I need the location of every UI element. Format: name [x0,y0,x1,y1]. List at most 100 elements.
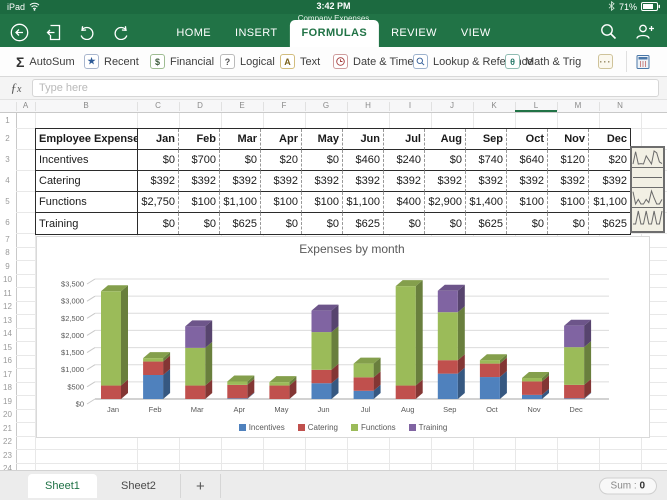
row-header-1[interactable]: 1 [5,115,10,125]
table-value-cell[interactable]: $0 [302,150,343,171]
month-header-cell[interactable]: Jun [343,129,384,150]
row-header-3[interactable]: 3 [5,154,10,164]
table-value-cell[interactable]: $392 [466,171,507,192]
sheet-tab-sheet2[interactable]: Sheet2 [121,480,156,492]
table-value-cell[interactable]: $0 [220,150,261,171]
month-header-cell[interactable]: Mar [220,129,261,150]
back-icon[interactable] [10,23,29,42]
sparkline-functions[interactable] [632,188,663,208]
table-value-cell[interactable]: $100 [261,192,302,213]
ribbon-more-functions[interactable]: ··· [598,47,613,76]
ribbon-item-autosum[interactable]: Σ AutoSum [16,53,75,70]
column-header-E[interactable]: E [239,101,245,110]
table-value-cell[interactable]: $392 [302,171,343,192]
add-sheet-button[interactable]: + [180,474,221,498]
table-value-cell[interactable]: $2,750 [138,192,179,213]
ribbon-tab-formulas[interactable]: FORMULAS [289,20,380,47]
row-header-21[interactable]: 21 [3,423,12,433]
table-value-cell[interactable]: $392 [384,171,425,192]
table-value-cell[interactable]: $0 [302,213,343,234]
column-header-H[interactable]: H [365,101,371,110]
column-header-A[interactable]: A [22,101,29,110]
column-header-D[interactable]: D [197,101,203,110]
column-header-F[interactable]: F [281,101,287,110]
add-people-icon[interactable] [635,23,655,40]
table-value-cell[interactable]: $392 [589,171,630,192]
table-value-cell[interactable]: $0 [138,213,179,234]
table-value-cell[interactable]: $460 [343,150,384,171]
table-value-cell[interactable]: $0 [384,213,425,234]
column-header-L[interactable]: L [533,101,539,110]
row-header-22[interactable]: 22 [3,437,12,447]
table-value-cell[interactable]: $0 [548,213,589,234]
row-header-12[interactable]: 12 [3,302,12,312]
expenses-chart[interactable]: Expenses by month $0 $500 $1,000 $1,500 $2,0… [36,236,650,438]
row-header-24[interactable]: 24 [3,464,12,470]
month-header-cell[interactable]: May [302,129,343,150]
table-row-label[interactable]: Incentives [36,150,138,171]
column-header-J[interactable]: J [450,101,454,110]
table-value-cell[interactable]: $100 [548,192,589,213]
table-row-label[interactable]: Catering [36,171,138,192]
row-header-20[interactable]: 20 [3,410,12,420]
sum-badge[interactable]: Sum : 0 [598,477,657,494]
table-value-cell[interactable]: $392 [179,171,220,192]
table-value-cell[interactable]: $0 [425,213,466,234]
column-header-M[interactable]: M [574,101,582,110]
column-header-C[interactable]: C [155,101,161,110]
sparkline-catering[interactable] [632,168,663,188]
ribbon-tab-insert[interactable]: INSERT [235,27,278,39]
table-value-cell[interactable]: $20 [589,150,630,171]
table-value-cell[interactable]: $1,100 [589,192,630,213]
column-header-B[interactable]: B [83,101,89,110]
table-value-cell[interactable]: $20 [261,150,302,171]
table-value-cell[interactable]: $100 [507,192,548,213]
table-value-cell[interactable]: $1,100 [220,192,261,213]
column-header-G[interactable]: G [322,101,330,110]
month-header-cell[interactable]: Apr [261,129,302,150]
table-value-cell[interactable]: $120 [548,150,589,171]
table-value-cell[interactable]: $625 [589,213,630,234]
ribbon-item-logical[interactable]: ? Logical [220,47,275,76]
month-header-cell[interactable]: Jan [138,129,179,150]
row-header-8[interactable]: 8 [5,248,10,258]
ribbon-item-text[interactable]: A Text [280,47,320,76]
row-header-15[interactable]: 15 [3,342,12,352]
table-value-cell[interactable]: $0 [507,213,548,234]
table-title-cell[interactable]: Employee Expenses [36,129,138,150]
table-value-cell[interactable]: $0 [179,213,220,234]
table-value-cell[interactable]: $392 [220,171,261,192]
row-header-6[interactable]: 6 [5,217,10,227]
table-value-cell[interactable]: $1,400 [466,192,507,213]
month-header-cell[interactable]: Aug [425,129,466,150]
month-header-cell[interactable]: Nov [548,129,589,150]
ribbon-item-math-trig[interactable]: θ Math & Trig [505,47,581,76]
sheet-grid[interactable]: 1234567891011121314151617181920212223242… [0,113,667,470]
table-value-cell[interactable]: $1,100 [343,192,384,213]
table-value-cell[interactable]: $100 [179,192,220,213]
undo-icon[interactable] [78,25,96,40]
table-value-cell[interactable]: $392 [138,171,179,192]
search-icon[interactable] [600,23,617,40]
sparkline-incentives[interactable] [632,148,663,168]
month-header-cell[interactable]: Feb [179,129,220,150]
table-value-cell[interactable]: $392 [343,171,384,192]
table-value-cell[interactable]: $0 [425,150,466,171]
month-header-cell[interactable]: Jul [384,129,425,150]
sparkline-training[interactable] [632,208,663,228]
table-value-cell[interactable]: $400 [384,192,425,213]
table-value-cell[interactable]: $392 [507,171,548,192]
table-value-cell[interactable]: $640 [507,150,548,171]
ribbon-item-date-time[interactable]: Date & Time [333,47,414,76]
table-value-cell[interactable]: $392 [261,171,302,192]
month-header-cell[interactable]: Dec [589,129,630,150]
month-header-cell[interactable]: Sep [466,129,507,150]
ribbon-tab-view[interactable]: VIEW [460,27,491,39]
column-header-N[interactable]: N [617,101,623,110]
column-header-I[interactable]: I [408,101,412,110]
table-value-cell[interactable]: $700 [179,150,220,171]
row-header-5[interactable]: 5 [5,196,10,206]
row-header-14[interactable]: 14 [3,329,12,339]
table-value-cell[interactable]: $0 [138,150,179,171]
table-value-cell[interactable]: $2,900 [425,192,466,213]
